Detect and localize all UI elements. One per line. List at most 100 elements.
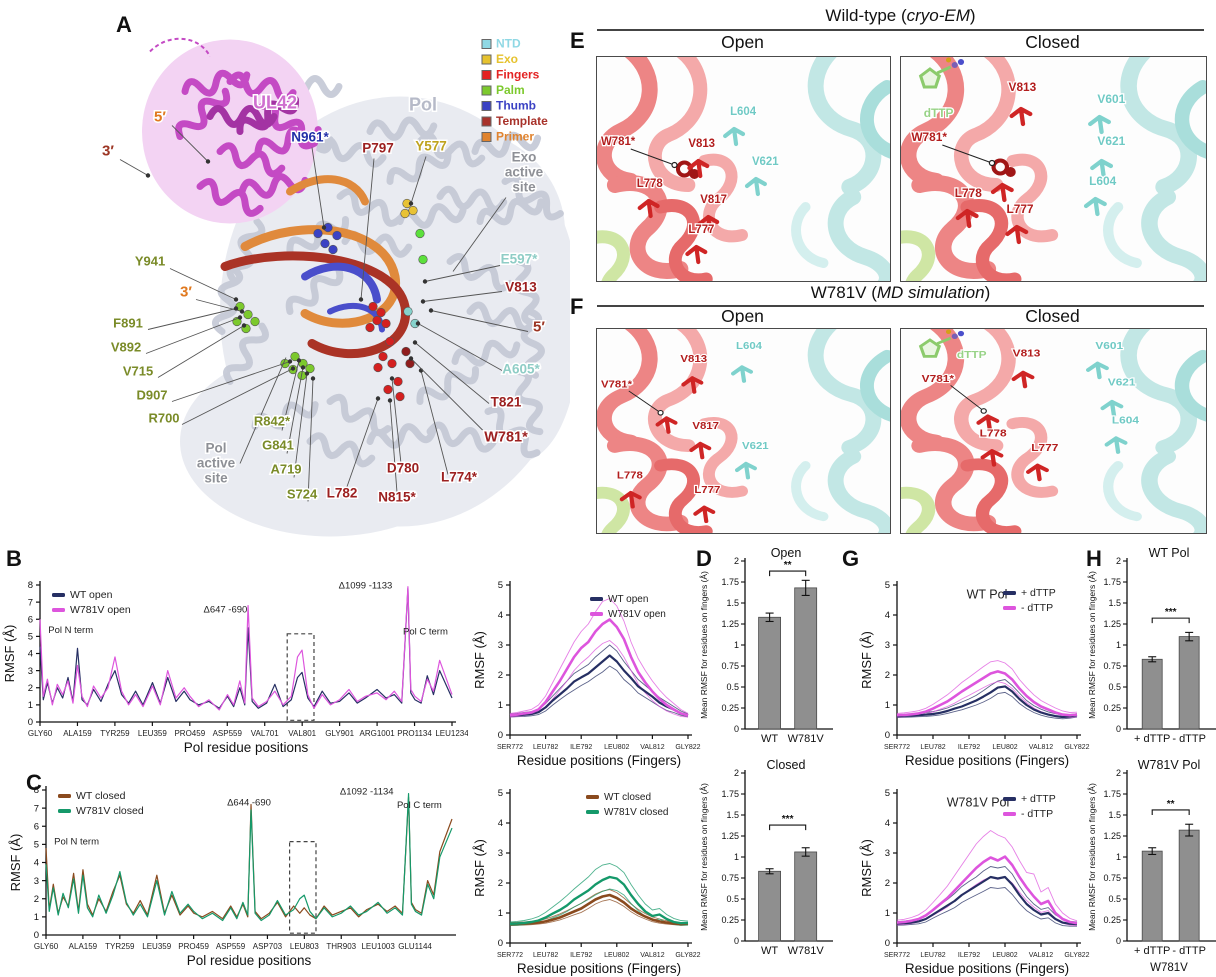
svg-text:Pol: Pol — [409, 95, 437, 115]
svg-text:site: site — [204, 471, 228, 486]
svg-text:SER772: SER772 — [497, 952, 523, 959]
svg-text:WT closed: WT closed — [604, 792, 651, 803]
svg-text:dTTP: dTTP — [924, 107, 954, 120]
svg-text:3: 3 — [28, 666, 33, 677]
svg-text:L778: L778 — [637, 178, 664, 190]
svg-text:A605*: A605* — [502, 362, 540, 377]
svg-text:2: 2 — [734, 768, 739, 778]
svg-text:5: 5 — [885, 580, 890, 591]
svg-text:LEU782: LEU782 — [920, 744, 945, 751]
svg-text:Open: Open — [771, 546, 802, 560]
svg-text:0: 0 — [28, 717, 33, 728]
dttp-molecule — [918, 329, 965, 358]
svg-text:RMSF (Å): RMSF (Å) — [472, 631, 487, 689]
svg-text:0: 0 — [885, 730, 890, 741]
svg-text:0: 0 — [498, 938, 503, 949]
svg-text:Primer: Primer — [496, 130, 534, 144]
svg-text:- dTTP: - dTTP — [1172, 945, 1206, 957]
svg-text:1.25: 1.25 — [1103, 831, 1121, 841]
svg-text:PRO1134: PRO1134 — [397, 729, 432, 738]
svg-text:G841: G841 — [262, 438, 294, 453]
svg-text:W781V closed: W781V closed — [604, 807, 668, 818]
svg-text:1: 1 — [28, 700, 33, 711]
svg-text:Fingers: Fingers — [496, 68, 540, 82]
rmsf-chart-wt-vs-w781v-closed: 0 1 2 3 4 5 6 7 8 GLY60 ALA159 TYR259 LEU359 PRO459 AS… — [8, 785, 456, 968]
residue-labels: UL42 Pol 5′ 3′ N961* P797 Y577 Y941 3′ F891 V892 V7… — [101, 91, 547, 506]
bar-chart-mean-rmsf-w781vpol: 0 0.25 0.5 0.75 1 1.25 1.5 1.75 2 + dTTP - dTTP ** W… — [1087, 758, 1216, 974]
svg-text:1.75: 1.75 — [721, 577, 739, 587]
svg-text:W781V open: W781V open — [70, 604, 131, 616]
svg-text:8: 8 — [34, 785, 39, 796]
svg-text:Thumb: Thumb — [496, 99, 536, 113]
svg-text:1: 1 — [1116, 640, 1121, 650]
panel-f-title-italic: MD simulation — [876, 283, 985, 302]
svg-text:6: 6 — [28, 614, 33, 625]
svg-text:***: *** — [782, 814, 794, 825]
svg-text:2: 2 — [885, 670, 890, 681]
rmsf-chart-fingers-open: 0 1 2 3 4 5 SER772 LEU782 ILE792 LEU802 VAL812 GLY8… — [472, 580, 701, 768]
svg-text:Closed: Closed — [767, 758, 806, 772]
svg-text:5′: 5′ — [533, 319, 545, 336]
svg-text:NTD: NTD — [496, 37, 521, 51]
svg-text:+ dTTP: + dTTP — [1021, 793, 1056, 805]
svg-text:LEU782: LEU782 — [533, 952, 558, 959]
svg-text:Mean RMSF for residues on fing: Mean RMSF for residues on fingers (Å) — [699, 783, 709, 931]
svg-text:Palm: Palm — [496, 83, 525, 97]
svg-text:- dTTP: - dTTP — [1021, 602, 1053, 614]
svg-text:Mean RMSF for residues on fing: Mean RMSF for residues on fingers (Å) — [699, 571, 709, 719]
svg-text:Mean RMSF for residues on fing: Mean RMSF for residues on fingers (Å) — [1087, 783, 1097, 931]
svg-text:Template: Template — [496, 114, 548, 128]
svg-text:L774*: L774* — [441, 470, 478, 485]
svg-text:V813: V813 — [680, 353, 707, 364]
svg-text:W781V open: W781V open — [608, 609, 666, 620]
svg-text:R842*: R842* — [254, 414, 291, 429]
svg-text:Pol N term: Pol N term — [48, 625, 93, 636]
svg-text:4: 4 — [498, 818, 503, 829]
svg-text:0: 0 — [734, 936, 739, 946]
svg-text:L777: L777 — [1031, 443, 1058, 454]
svg-text:LEU802: LEU802 — [992, 952, 1017, 959]
svg-text:RMSF (Å): RMSF (Å) — [472, 839, 487, 897]
svg-text:W781*: W781* — [484, 430, 528, 446]
svg-text:WT: WT — [761, 733, 778, 745]
svg-text:1.25: 1.25 — [721, 619, 739, 629]
rmsf-chart-wt-vs-w781v-open: 0 1 2 3 4 5 6 7 8 GLY60 ALA159 TYR259 LEU359 PRO459 AS… — [2, 580, 468, 755]
panel-d-label: D — [696, 546, 712, 571]
svg-text:ALA159: ALA159 — [69, 942, 98, 951]
svg-text:2: 2 — [1116, 556, 1121, 566]
svg-text:Pol residue positions: Pol residue positions — [187, 953, 312, 968]
svg-text:3: 3 — [885, 640, 890, 651]
svg-text:LEU782: LEU782 — [920, 952, 945, 959]
svg-text:**: ** — [1167, 799, 1175, 810]
svg-text:V813: V813 — [1009, 81, 1037, 94]
residue-spheres — [232, 198, 428, 402]
svg-text:0.75: 0.75 — [721, 661, 739, 671]
protein-structure-graphic: UL42 Pol 5′ 3′ N961* P797 Y577 Y941 3′ F891 V892 V7… — [101, 37, 570, 537]
svg-text:0.5: 0.5 — [1108, 894, 1121, 904]
svg-text:4: 4 — [885, 610, 890, 621]
svg-text:5: 5 — [885, 788, 890, 799]
panel-a-label: A — [116, 12, 132, 37]
svg-text:S724: S724 — [287, 487, 318, 502]
bar-chart-mean-rmsf-wtpol: 0 0.25 0.5 0.75 1 1.25 1.5 1.75 2 + dTTP - dTTP ***… — [1087, 546, 1216, 745]
svg-text:0.25: 0.25 — [1103, 915, 1121, 925]
svg-text:WT Pol: WT Pol — [1149, 546, 1190, 560]
svg-text:Pol residue positions: Pol residue positions — [184, 740, 309, 755]
svg-text:A719: A719 — [270, 462, 301, 477]
svg-text:1: 1 — [734, 640, 739, 650]
svg-text:VAL812: VAL812 — [640, 744, 664, 751]
svg-text:3: 3 — [885, 848, 890, 859]
svg-text:V621: V621 — [1108, 377, 1136, 388]
svg-text:3′: 3′ — [102, 143, 114, 160]
svg-text:THR903: THR903 — [326, 942, 356, 951]
svg-text:0: 0 — [885, 938, 890, 949]
svg-text:RMSF (Å): RMSF (Å) — [2, 625, 17, 683]
svg-text:***: *** — [1165, 607, 1177, 618]
svg-text:V601: V601 — [1097, 93, 1125, 106]
svg-text:Δ644 -690: Δ644 -690 — [227, 797, 271, 808]
svg-text:ILE792: ILE792 — [958, 952, 980, 959]
svg-text:3: 3 — [498, 640, 503, 651]
svg-text:W781V: W781V — [1150, 962, 1188, 974]
rmsf-chart-w781vpol-dttp: 0 1 2 3 4 5 SER772 LEU782 ILE792 LEU802 VAL812 GLY8… — [859, 788, 1090, 976]
